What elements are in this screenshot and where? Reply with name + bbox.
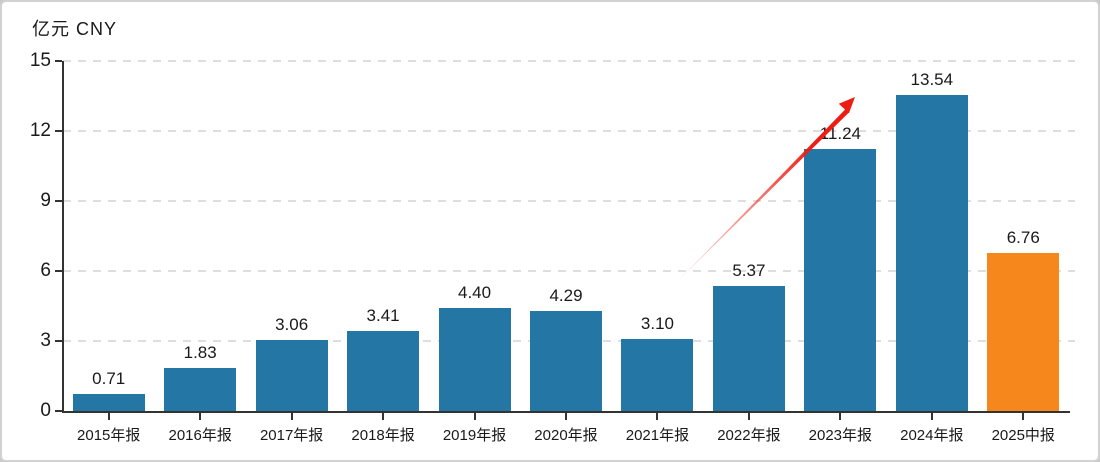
bar-value-label-2021年报: 3.10 bbox=[640, 313, 674, 333]
x-axis-line bbox=[62, 411, 1070, 413]
gridline-y-6 bbox=[63, 270, 1075, 272]
x-axis-label-2021年报: 2021年报 bbox=[625, 427, 690, 444]
bar-value-label-2023年报: 11.24 bbox=[819, 123, 861, 143]
y-axis-tick-label: 15 bbox=[29, 50, 51, 71]
x-axis-label-2015年报: 2015年报 bbox=[77, 427, 141, 444]
bar-value-label-2017年报: 3.06 bbox=[275, 314, 309, 334]
y-axis-tick-9 bbox=[55, 200, 62, 202]
x-axis-label-2025中报: 2025中报 bbox=[991, 427, 1055, 444]
x-axis-tick-2018年报 bbox=[382, 413, 385, 420]
y-axis-tick-label: 6 bbox=[40, 260, 51, 281]
y-axis-tick-0 bbox=[55, 410, 62, 412]
x-axis-label-2017年报: 2017年报 bbox=[259, 427, 324, 444]
x-axis-tick-2019年报 bbox=[473, 413, 476, 420]
bar-2019年报 bbox=[438, 308, 511, 411]
bar-value-label-2019年报: 4.40 bbox=[457, 283, 492, 303]
x-axis-label-2020年报: 2020年报 bbox=[534, 427, 598, 444]
bar-value-label-2025中报: 6.76 bbox=[1006, 228, 1040, 248]
y-axis-tick-label: 3 bbox=[40, 330, 51, 351]
bar-2015年报 bbox=[72, 394, 145, 411]
x-axis-tick-2021年报 bbox=[656, 413, 659, 420]
x-axis-tick-2024年报 bbox=[930, 413, 933, 420]
x-axis-tick-2017年报 bbox=[290, 413, 293, 420]
y-axis-tick-label: 0 bbox=[40, 400, 51, 421]
gridline-y-15 bbox=[63, 60, 1075, 62]
bar-2021年报 bbox=[621, 338, 694, 411]
y-axis-tick-12 bbox=[55, 130, 62, 132]
bar-2018年报 bbox=[347, 331, 420, 411]
bar-value-label-2015年报: 0.71 bbox=[92, 369, 126, 389]
y-axis-tick-6 bbox=[55, 270, 62, 272]
x-axis-tick-2022年报 bbox=[747, 413, 750, 420]
x-axis-tick-2016年报 bbox=[199, 413, 202, 420]
x-axis-label-2018年报: 2018年报 bbox=[351, 427, 415, 444]
bar-2025中报 bbox=[987, 253, 1060, 411]
y-axis-line bbox=[62, 61, 64, 413]
x-axis-label-2019年报: 2019年报 bbox=[442, 427, 507, 444]
y-axis-tick-15 bbox=[55, 60, 62, 62]
gridline-y-12 bbox=[63, 130, 1075, 132]
bar-value-label-2020年报: 4.29 bbox=[549, 285, 583, 305]
x-axis-label-2016年报: 2016年报 bbox=[168, 427, 232, 444]
bar-2024年报 bbox=[895, 95, 968, 411]
bar-2020年报 bbox=[530, 310, 602, 411]
bar-value-label-2024年报: 13.54 bbox=[910, 70, 954, 90]
x-axis-tick-2023年报 bbox=[839, 413, 842, 420]
bar-2016年报 bbox=[164, 368, 237, 411]
y-axis-unit-label: 亿元 CNY bbox=[32, 19, 118, 39]
x-axis-label-2023年报: 2023年报 bbox=[808, 427, 873, 444]
bar-value-label-2016年报: 1.83 bbox=[183, 343, 217, 363]
y-axis-tick-3 bbox=[55, 340, 62, 342]
bar-2017年报 bbox=[255, 339, 328, 411]
x-axis-tick-2015年报 bbox=[107, 413, 110, 420]
x-axis-tick-2025中报 bbox=[1022, 413, 1025, 420]
y-axis-tick-label: 9 bbox=[40, 190, 51, 211]
x-axis-label-2022年报: 2022年报 bbox=[717, 427, 781, 444]
x-axis-label-2024年报: 2024年报 bbox=[900, 427, 964, 444]
y-axis-tick-label: 12 bbox=[29, 120, 51, 141]
x-axis-tick-2020年报 bbox=[565, 413, 567, 420]
bar-2022年报 bbox=[712, 285, 785, 411]
bar-value-label-2022年报: 5.37 bbox=[732, 260, 766, 280]
bar-value-label-2018年报: 3.41 bbox=[366, 306, 400, 326]
gridline-y-9 bbox=[63, 200, 1075, 202]
bar-2023年报 bbox=[804, 148, 877, 411]
